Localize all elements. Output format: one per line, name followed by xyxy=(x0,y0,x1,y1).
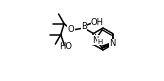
Text: O: O xyxy=(68,25,74,34)
Text: OH: OH xyxy=(91,18,104,27)
Text: H: H xyxy=(97,38,103,44)
Text: B: B xyxy=(81,22,87,31)
Text: N: N xyxy=(92,35,98,44)
Text: N: N xyxy=(109,39,116,48)
Text: HO: HO xyxy=(60,42,73,51)
